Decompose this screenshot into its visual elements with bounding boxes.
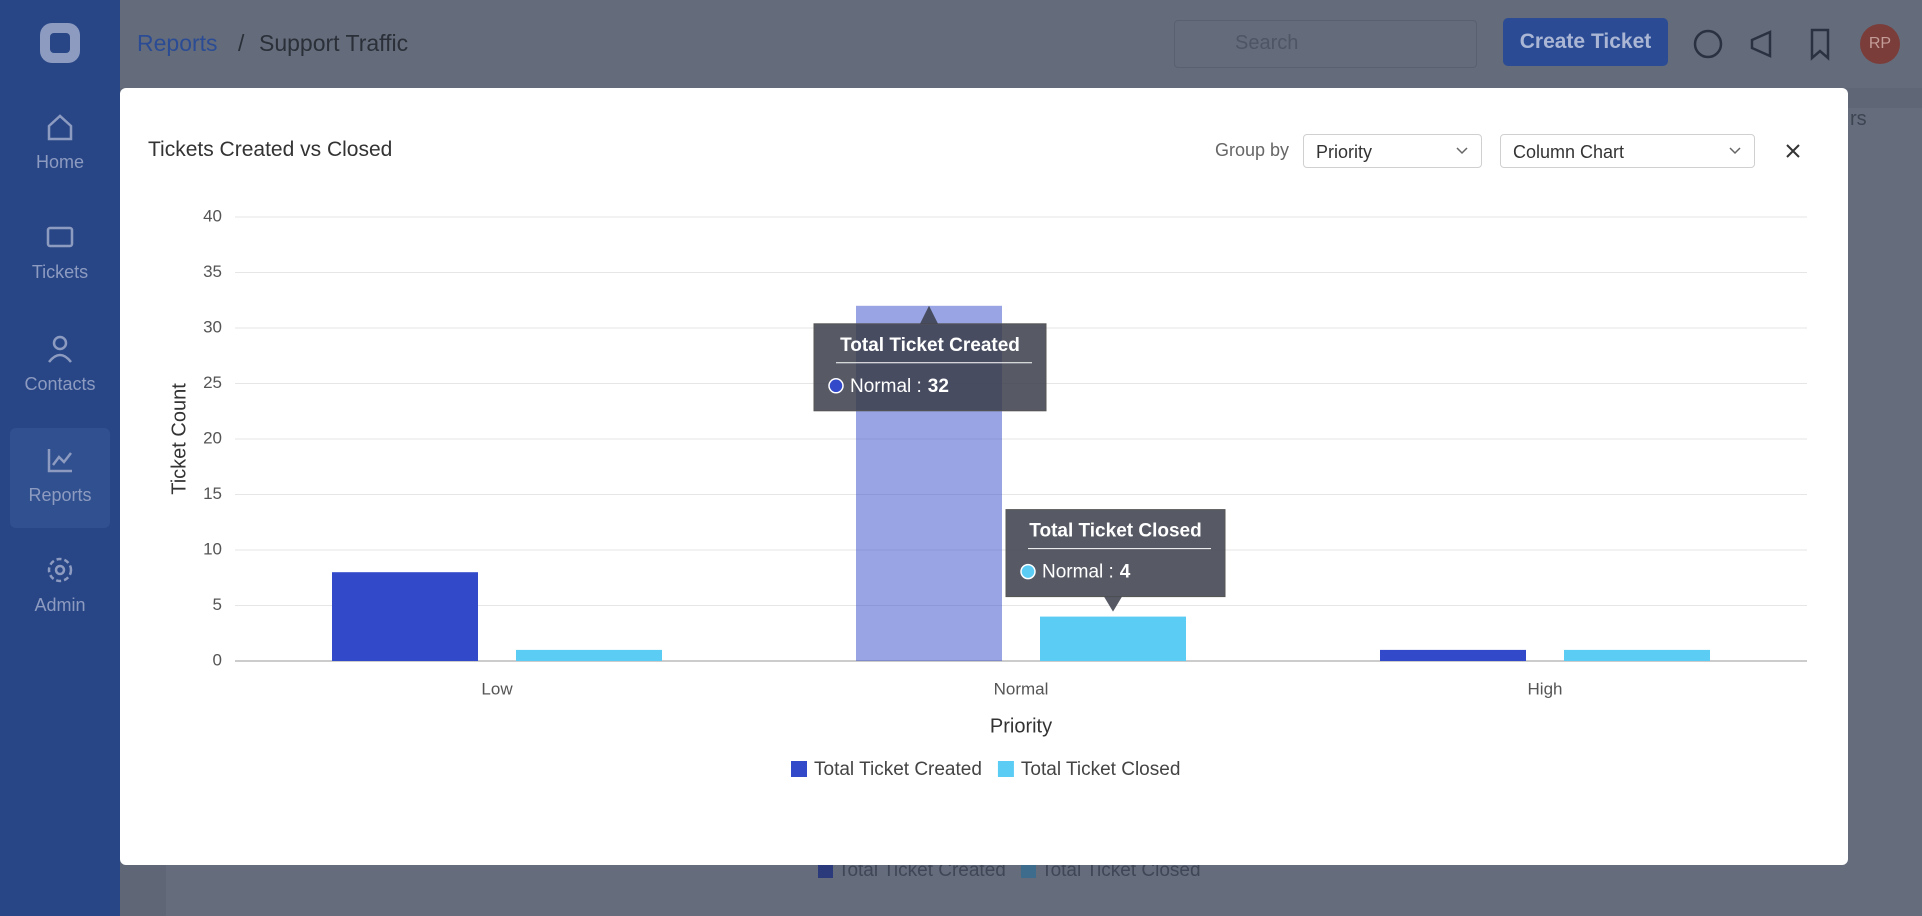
background-legend: Total Ticket Created Total Ticket Closed xyxy=(818,860,1201,882)
nav-item[interactable]: Home xyxy=(0,112,120,173)
nav-label: Home xyxy=(35,152,84,172)
breadcrumb-link[interactable]: Reports xyxy=(137,30,218,56)
legend-swatch xyxy=(818,863,833,879)
select-value: Priority xyxy=(1316,142,1373,162)
header-icons xyxy=(1693,28,1830,61)
active-indicator xyxy=(10,428,110,528)
chart-type-select[interactable]: Column Chart xyxy=(1500,134,1755,168)
select-value: Column Chart xyxy=(1513,142,1625,162)
legend-text: Total Ticket Created xyxy=(837,860,1006,881)
breadcrumb-separator: / xyxy=(238,30,245,56)
nav-item[interactable]: Reports xyxy=(0,445,120,506)
nav-label: Tickets xyxy=(31,262,89,282)
modal: Tickets Created vs Closed Group by Prior… xyxy=(120,88,1848,865)
nav-item[interactable]: Contacts xyxy=(0,334,120,395)
logo xyxy=(40,23,80,63)
nav-label: Admin xyxy=(34,595,86,615)
chevron xyxy=(1456,147,1468,155)
avatar[interactable]: RP xyxy=(1860,24,1900,64)
create-ticket-button[interactable]: Create Ticket xyxy=(1503,18,1668,66)
close-button[interactable] xyxy=(1784,142,1802,160)
nav-item[interactable]: Admin xyxy=(0,555,120,616)
group-by-select[interactable]: Priority xyxy=(1303,134,1482,168)
chevron xyxy=(1729,147,1741,155)
background-text: rs xyxy=(1850,108,1867,130)
legend-text: Total Ticket Closed xyxy=(1041,860,1201,881)
nav-item[interactable]: Tickets xyxy=(0,222,120,283)
legend-swatch xyxy=(1021,863,1037,879)
modal-title: Tickets Created vs Closed xyxy=(148,138,393,161)
search-box[interactable]: Search xyxy=(1174,20,1477,68)
sidebar: Home Tickets Contacts Reports Admin xyxy=(0,0,120,916)
group-by-label: Group by xyxy=(1215,140,1290,160)
nav-label: Contacts xyxy=(24,374,96,394)
search-placeholder: Search xyxy=(1235,32,1299,54)
breadcrumb-current: Support Traffic xyxy=(259,30,409,56)
nav-label: Reports xyxy=(28,485,92,505)
